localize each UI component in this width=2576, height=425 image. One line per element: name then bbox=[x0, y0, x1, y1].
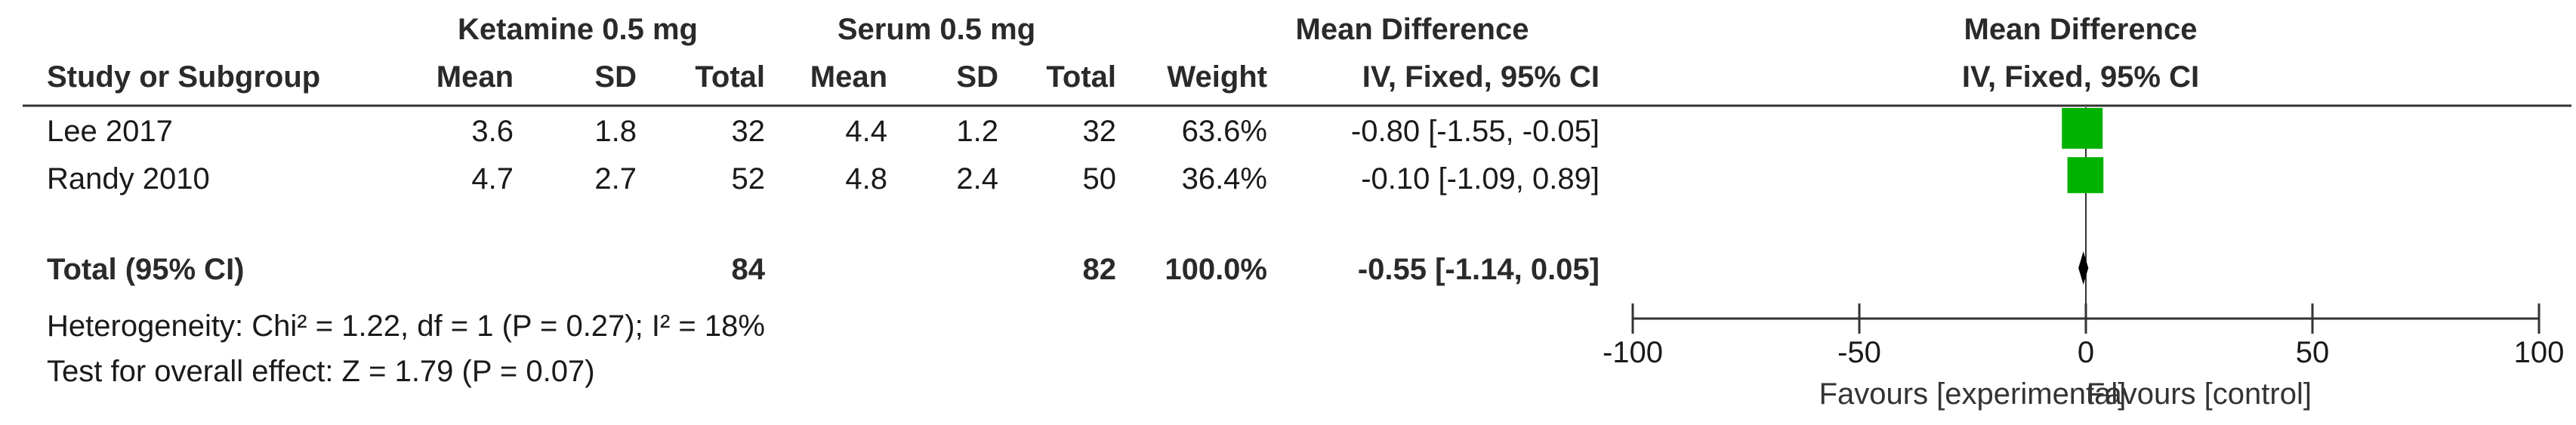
mean2-value: 4.4 bbox=[845, 115, 887, 148]
study-column-header: Study or Subgroup bbox=[47, 60, 320, 94]
plot-method-header: IV, Fixed, 95% CI bbox=[1962, 60, 2199, 94]
sd1-value: 2.7 bbox=[594, 162, 637, 196]
favours-control-label: Favours [control] bbox=[2087, 377, 2312, 411]
sd2-value: 2.4 bbox=[956, 162, 998, 196]
x-axis-tick-label: 0 bbox=[2078, 336, 2094, 369]
mean1-value: 4.7 bbox=[471, 162, 514, 196]
total-ci-value: -0.55 [-1.14, 0.05] bbox=[1358, 253, 1600, 286]
total1-value: 32 bbox=[732, 115, 766, 148]
total-weight: 100.0% bbox=[1165, 253, 1267, 286]
total2-value: 32 bbox=[1083, 115, 1117, 148]
table-row: Randy 2010 4.7 2.7 52 4.8 2.4 50 36.4% -… bbox=[47, 162, 1600, 196]
sd1-value: 1.8 bbox=[594, 115, 637, 148]
weight-column-header: Weight bbox=[1167, 60, 1267, 94]
pooled-effect-diamond bbox=[2078, 251, 2089, 285]
total2-column-header: Total bbox=[1046, 60, 1116, 94]
forest-plot-area: -100 -50 0 50 100 Favours [experimental]Favou… bbox=[1603, 107, 2564, 411]
overall-effect-text: Test for overall effect: Z = 1.79 (P = 0… bbox=[47, 355, 595, 388]
mean2-column-header: Mean bbox=[810, 60, 887, 94]
mean1-column-header: Mean bbox=[437, 60, 514, 94]
ci-value: -0.10 [-1.09, 0.89] bbox=[1361, 162, 1600, 196]
total1-column-header: Total bbox=[695, 60, 765, 94]
total1-sum: 84 bbox=[732, 253, 766, 286]
study-name: Lee 2017 bbox=[47, 115, 173, 148]
study-weight-square bbox=[2062, 108, 2103, 149]
sd2-column-header: SD bbox=[956, 60, 998, 94]
x-axis-tick-label: -50 bbox=[1837, 336, 1881, 369]
table-row: Lee 2017 3.6 1.8 32 4.4 1.2 32 63.6% -0.… bbox=[47, 115, 1600, 148]
total2-value: 50 bbox=[1083, 162, 1117, 196]
total-row: Total (95% CI) 84 82 100.0% -0.55 [-1.14… bbox=[47, 253, 1600, 286]
plot-header-title: Mean Difference bbox=[1964, 13, 2198, 46]
md-header-title: Mean Difference bbox=[1296, 13, 1529, 46]
weight-value: 63.6% bbox=[1182, 115, 1267, 148]
sd2-value: 1.2 bbox=[956, 115, 998, 148]
group2-header: Serum 0.5 mg bbox=[838, 13, 1035, 46]
favours-experimental-label: Favours [experimental] bbox=[1819, 377, 2127, 411]
md-column-header: IV, Fixed, 95% CI bbox=[1362, 60, 1600, 94]
study-name: Randy 2010 bbox=[47, 162, 210, 196]
x-axis-tick-label: 50 bbox=[2296, 336, 2330, 369]
mean2-value: 4.8 bbox=[845, 162, 887, 196]
study-weight-square bbox=[2067, 157, 2104, 193]
sd1-column-header: SD bbox=[594, 60, 637, 94]
total-label: Total (95% CI) bbox=[47, 253, 245, 286]
total1-value: 52 bbox=[732, 162, 766, 196]
x-axis-tick-label: -100 bbox=[1603, 336, 1663, 369]
group1-header: Ketamine 0.5 mg bbox=[458, 13, 698, 46]
ci-value: -0.80 [-1.55, -0.05] bbox=[1351, 115, 1600, 148]
weight-value: 36.4% bbox=[1182, 162, 1267, 196]
heterogeneity-text: Heterogeneity: Chi² = 1.22, df = 1 (P = … bbox=[47, 310, 765, 343]
mean1-value: 3.6 bbox=[471, 115, 514, 148]
total2-sum: 82 bbox=[1083, 253, 1117, 286]
x-axis-tick-label: 100 bbox=[2514, 336, 2565, 369]
